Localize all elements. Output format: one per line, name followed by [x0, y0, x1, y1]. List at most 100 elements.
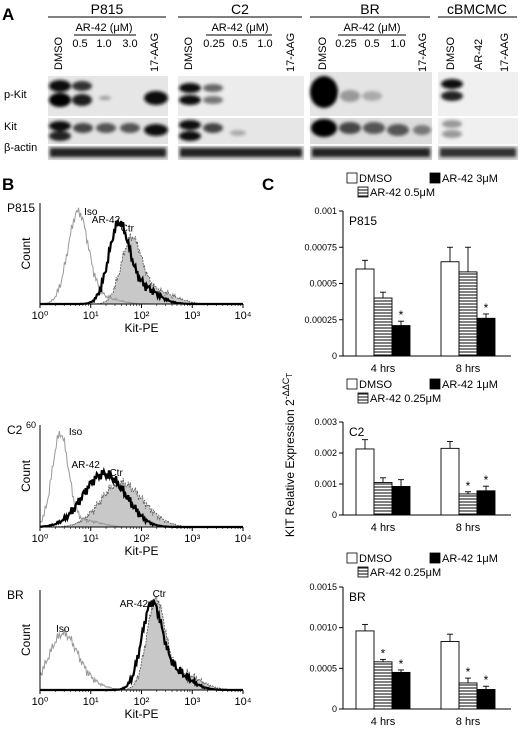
dose-c2-3: 1.0	[257, 38, 272, 50]
ctr-label: Ctr	[109, 468, 123, 479]
significance-marker: *	[399, 308, 404, 322]
lane-dmso-p815: DMSO	[53, 37, 65, 70]
legend-label: DMSO	[359, 379, 392, 391]
flow-panel-br: 10⁰ 10¹ 10² 10³ 10⁴ Kit-PE Count BR Iso AR-42 Ctr	[7, 588, 252, 721]
bar	[373, 297, 393, 357]
bar	[355, 268, 375, 357]
blot-cbmcmc	[438, 72, 518, 160]
bar	[458, 271, 478, 357]
bar	[391, 325, 411, 357]
significance-marker: *	[466, 479, 471, 493]
category-label: 4 hrs	[371, 363, 396, 375]
iso-label: Iso	[69, 427, 83, 438]
category-label: 8 hrs	[456, 363, 481, 375]
cell-line-p815: P815	[91, 1, 124, 17]
dose-p815-2: 1.0	[96, 38, 111, 50]
row-label-pkit: p-Kit	[4, 89, 27, 101]
legend-swatch	[346, 172, 358, 184]
legend-swatch	[357, 566, 369, 578]
bar	[476, 490, 496, 516]
y-tick-label: 0.00025	[304, 315, 337, 325]
ctr-histogram	[40, 477, 243, 528]
dose-p815-3: 3.0	[122, 38, 137, 50]
significance-marker: *	[484, 673, 489, 687]
lane-dmso-c2: DMSO	[183, 37, 195, 70]
western-blot-images	[48, 72, 518, 160]
bar-chart-p815: DMSO AR-42 3μM AR-42 0.5μM 0 0.00025 0.0005 0.…	[304, 172, 511, 375]
dose-c2-1: 0.25	[203, 38, 224, 50]
legend-label: AR-42 0.25μM	[370, 567, 441, 579]
legend-label: AR-42 3μM	[442, 173, 498, 185]
legend-label: AR-42 1μM	[442, 379, 498, 391]
lane-aag-cbmcmc: 17-AAG	[499, 33, 511, 72]
lane-group-p815: AR-42 (μM)	[75, 22, 132, 34]
x-axis-label: Kit-PE	[124, 544, 158, 558]
y-tick-label: 0.0005	[309, 279, 337, 289]
flow-panel-c2: 10⁰ 10¹ 10² 10³ 10⁴ Kit-PE Count C2 60 Iso AR-42 Ct…	[7, 420, 252, 558]
flow-panel-p815: 10⁰ 10¹ 10² 10³ 10⁴ Kit-PE Count P815 IsoAR-42Ct…	[7, 201, 252, 335]
row-label-actin: β-actin	[4, 142, 37, 154]
y-tick-label: 0.001	[314, 479, 337, 489]
y-tick-label: 0	[332, 510, 337, 520]
dose-br-1: 0.25	[335, 38, 356, 50]
lane-aag-br: 17-AAG	[417, 33, 429, 72]
x-tick-label: 10³	[184, 533, 200, 545]
blot-row-labels: p-Kit Kit β-actin	[4, 89, 37, 154]
legend-label: AR-42 0.25μM	[370, 393, 441, 405]
y-tick-label: 0.0015	[309, 582, 337, 592]
category-label: 8 hrs	[456, 522, 481, 534]
bar	[476, 317, 496, 357]
legend-label: AR-42 0.5μM	[370, 187, 435, 199]
lane-group-br: AR-42 (μM)	[343, 22, 400, 34]
lane-aag-p815: 17-AAG	[149, 33, 161, 72]
lane-dmso-br: DMSO	[317, 37, 329, 70]
flow-panel-name: C2	[7, 423, 23, 437]
blot-c2	[178, 76, 304, 160]
bar	[440, 447, 460, 516]
blot-p815	[48, 76, 168, 160]
panel-label-c: C	[262, 175, 274, 194]
y-tick-label: 0	[332, 704, 337, 714]
x-tick-label: 10³	[184, 696, 200, 708]
dose-br-3: 1.0	[390, 38, 405, 50]
ctr-histogram	[40, 233, 243, 305]
cell-line-br: BR	[360, 1, 379, 17]
dose-c2-2: 0.5	[232, 38, 247, 50]
legend-label: DMSO	[359, 173, 392, 185]
legend-swatch	[357, 186, 369, 198]
legend-swatch	[429, 172, 441, 184]
legend-swatch	[357, 392, 369, 404]
category-label: 8 hrs	[456, 716, 481, 728]
y-tick-label: 0.00075	[304, 242, 337, 252]
legend-swatch	[346, 552, 358, 564]
ar42-label: AR-42	[71, 460, 100, 471]
bar	[355, 630, 375, 710]
bar	[476, 689, 496, 710]
lane-dmso-cbmcmc: DMSO	[445, 37, 457, 70]
y-tick-label: 0.0005	[309, 663, 337, 673]
chart-title: BR	[349, 590, 366, 604]
legend-label: DMSO	[359, 553, 392, 565]
ctr-label: Ctr	[121, 223, 135, 234]
x-tick-label: 10⁴	[235, 533, 252, 545]
chart-title: C2	[349, 425, 365, 439]
bar	[440, 641, 460, 710]
significance-marker: *	[399, 657, 404, 671]
qpcr-bar-charts: DMSO AR-42 3μM AR-42 0.5μM 0 0.00025 0.0005 0.…	[304, 172, 511, 728]
y-tick-label: 0.002	[314, 448, 337, 458]
x-tick-label: 10¹	[83, 310, 99, 322]
ar42-label: AR-42	[92, 215, 121, 226]
chart-legend: DMSO AR-42 3μM AR-42 0.5μM	[346, 172, 498, 199]
category-label: 4 hrs	[371, 716, 396, 728]
legend-label: AR-42 1μM	[442, 553, 498, 565]
x-tick-label: 10²	[134, 310, 150, 322]
blot-headers: P815 C2 BR cBMCMC DMSO AR-42 (μM) 0.5 1.…	[48, 1, 517, 72]
ar42-label: AR-42	[120, 599, 149, 610]
x-tick-label: 10¹	[83, 696, 99, 708]
lane-group-c2: AR-42 (μM)	[211, 22, 268, 34]
bar	[458, 682, 478, 710]
x-tick-label: 10³	[184, 310, 200, 322]
